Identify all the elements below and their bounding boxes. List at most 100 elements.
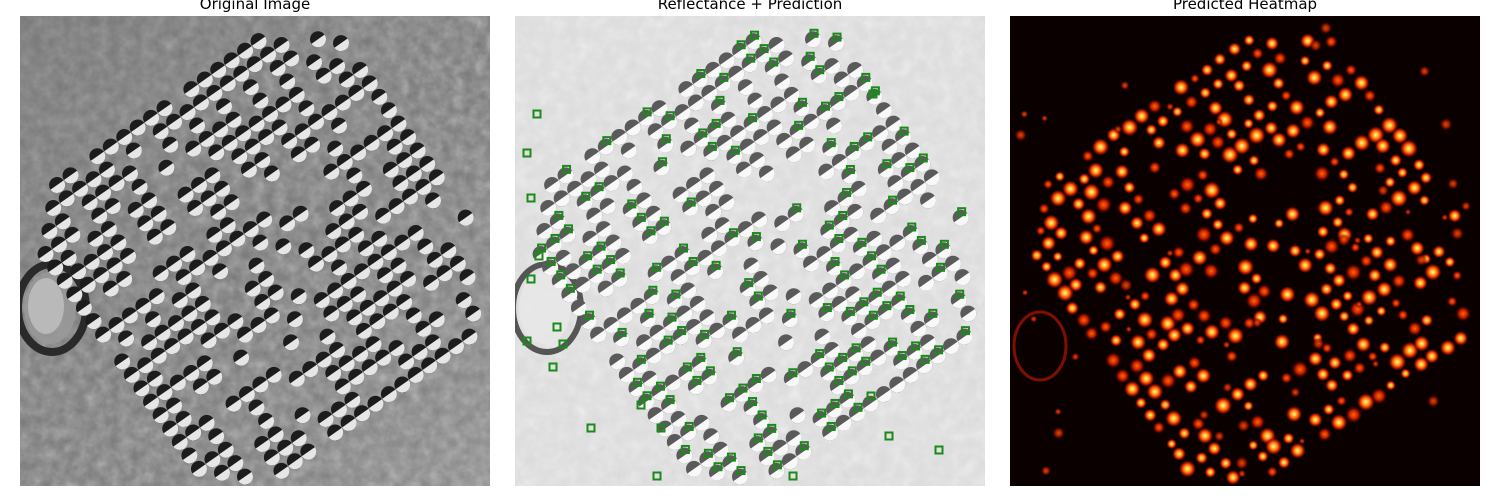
prediction-marker [832,32,842,42]
heat-blob [1319,21,1333,35]
heat-blob [1088,245,1099,256]
embossed-dot [60,249,77,266]
heat-blob [1450,226,1465,241]
heat-blob [1273,51,1288,66]
heat-blob [1113,124,1123,134]
embossed-dot [357,240,374,257]
prediction-marker [554,210,564,220]
heat-blob [1288,244,1302,258]
prediction-marker [842,187,852,197]
embossed-dot [847,61,864,78]
heat-blob [1178,118,1195,135]
heat-blob [1123,380,1141,398]
embossed-dot [699,309,716,326]
embossed-dot [98,161,115,178]
heat-blob [1143,408,1157,422]
embossed-dot [377,267,394,284]
embossed-dot [181,305,198,322]
prediction-marker [748,397,758,407]
embossed-dot [850,322,867,339]
prediction-marker [845,164,855,174]
embossed-dot [459,269,476,286]
prediction-marker [847,366,857,376]
embossed-dot [833,71,850,88]
heat-blob [1188,130,1207,149]
prediction-marker [703,448,713,458]
heat-blob [1208,100,1223,116]
prediction-marker [826,421,836,431]
embossed-dot [851,180,868,197]
embossed-dot [405,165,422,182]
embossed-dot [553,190,570,207]
heat-blob [1322,403,1335,416]
embossed-dot [402,188,419,205]
embossed-dot [70,263,87,280]
embossed-dot [114,353,131,370]
prediction-marker [736,466,746,476]
embossed-dot [392,175,409,192]
heat-blob [1213,53,1227,66]
embossed-dot [390,115,407,132]
embossed-dot [269,60,286,77]
embossed-dot [737,221,754,238]
embossed-dot [150,347,167,364]
heat-blob [1451,270,1463,281]
embossed-dot [348,84,365,101]
embossed-dot [54,213,71,230]
embossed-dot [797,361,814,378]
prediction-marker [617,327,627,337]
prediction-marker [934,345,944,355]
embossed-dot [891,152,908,169]
heat-blob [1243,34,1255,46]
embossed-dot [799,136,816,153]
heat-blob [1180,321,1195,337]
heat-blob [1373,161,1387,175]
embossed-dot [110,234,127,251]
embossed-dot [394,234,411,251]
embossed-dot [225,395,242,412]
embossed-dot [758,165,775,182]
embossed-dot [313,292,330,309]
prediction-marker [711,260,721,270]
embossed-dot [757,106,774,123]
embossed-dot [350,286,367,303]
prediction-marker [671,289,681,299]
embossed-dot [152,265,169,282]
heat-blob [1130,334,1147,351]
embossed-dot [210,203,227,220]
embossed-dot [137,215,154,232]
embossed-dot [359,299,376,316]
heat-blob [1212,218,1224,231]
prediction-marker [726,452,736,462]
embossed-dot [455,292,472,309]
embossed-dot [214,180,231,197]
prediction-marker [696,352,706,362]
heat-blob [1167,187,1181,201]
heat-blob [1331,273,1347,288]
heat-blob [1195,367,1212,384]
embossed-dot [97,244,114,261]
embossed-dot [695,190,712,207]
heat-blob [1353,74,1370,91]
embossed-dot [699,167,716,184]
embossed-dot [200,190,217,207]
heat-blob [1344,263,1363,282]
heat-blob [1195,334,1206,346]
prediction-marker [772,460,782,470]
embossed-dot [770,96,787,113]
prediction-marker [788,368,798,378]
embossed-dot [283,334,300,351]
heat-blob [1158,255,1173,270]
heat-blob [1243,236,1259,252]
embossed-dot [329,342,346,359]
embossed-dot [789,407,806,424]
heat-blob [1014,128,1028,142]
embossed-dot [164,338,181,355]
prediction-marker [656,423,666,433]
heat-blob [1360,288,1378,306]
embossed-dot [346,167,363,184]
panel-title-reflectance: Reflectance + Prediction [657,0,843,13]
embossed-dot [331,117,348,134]
embossed-dot [148,288,165,305]
heat-blob [1094,196,1113,214]
